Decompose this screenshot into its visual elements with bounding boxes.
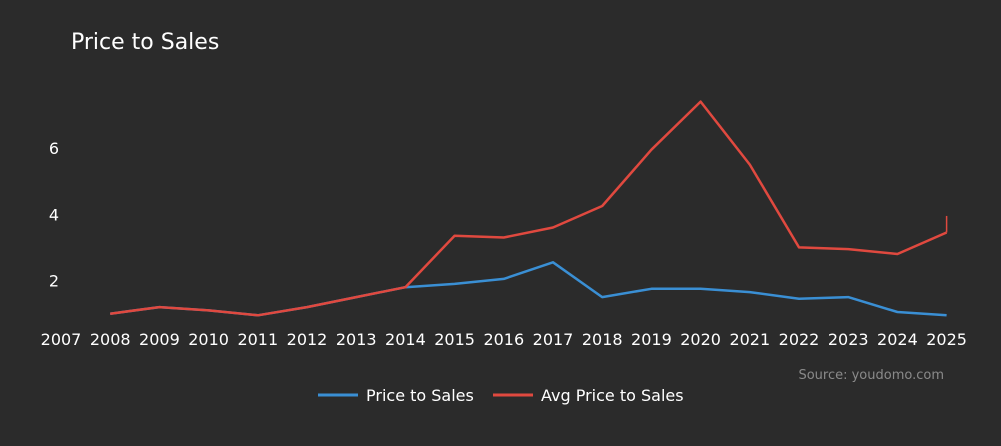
- avg-price-to-sales-line: [110, 100, 948, 317]
- x-tick-label: 2007: [41, 330, 82, 349]
- x-tick-label: 2017: [533, 330, 574, 349]
- x-tick-label: 2022: [779, 330, 820, 349]
- legend[interactable]: Price to Sales Avg Price to Sales: [318, 386, 684, 405]
- x-tick-label: 2008: [90, 330, 131, 349]
- y-tick-label: 4: [49, 205, 59, 224]
- legend-item-avg-price-to-sales[interactable]: Avg Price to Sales: [493, 386, 684, 405]
- x-tick-label: 2010: [188, 330, 229, 349]
- y-tick-label: 2: [49, 272, 59, 291]
- x-tick-label: 2019: [631, 330, 672, 349]
- legend-item-price-to-sales[interactable]: Price to Sales: [318, 386, 474, 405]
- x-tick-label: 2021: [729, 330, 770, 349]
- legend-label: Avg Price to Sales: [541, 386, 684, 405]
- x-tick-label: 2020: [680, 330, 721, 349]
- x-axis-ticks: 2007 2008 2009 2010 2011 2012 2013 2014 2015 2016…: [41, 330, 967, 349]
- x-tick-label: 2025: [926, 330, 967, 349]
- x-tick-label: 2014: [385, 330, 426, 349]
- x-tick-label: 2011: [237, 330, 278, 349]
- x-tick-label: 2024: [877, 330, 918, 349]
- source-label: Source: youdomo.com: [798, 368, 944, 383]
- y-tick-label: 6: [49, 139, 59, 158]
- x-tick-label: 2018: [582, 330, 623, 349]
- x-tick-label: 2009: [139, 330, 180, 349]
- x-tick-label: 2013: [336, 330, 377, 349]
- x-tick-label: 2023: [828, 330, 869, 349]
- y-axis-ticks: 2 4 6: [49, 139, 59, 291]
- x-tick-label: 2016: [483, 330, 524, 349]
- legend-label: Price to Sales: [366, 386, 474, 405]
- chart-title: Price to Sales: [71, 30, 220, 55]
- x-tick-label: 2015: [434, 330, 475, 349]
- x-tick-label: 2012: [287, 330, 328, 349]
- series-lines: [110, 100, 948, 317]
- price-to-sales-line: [110, 261, 947, 317]
